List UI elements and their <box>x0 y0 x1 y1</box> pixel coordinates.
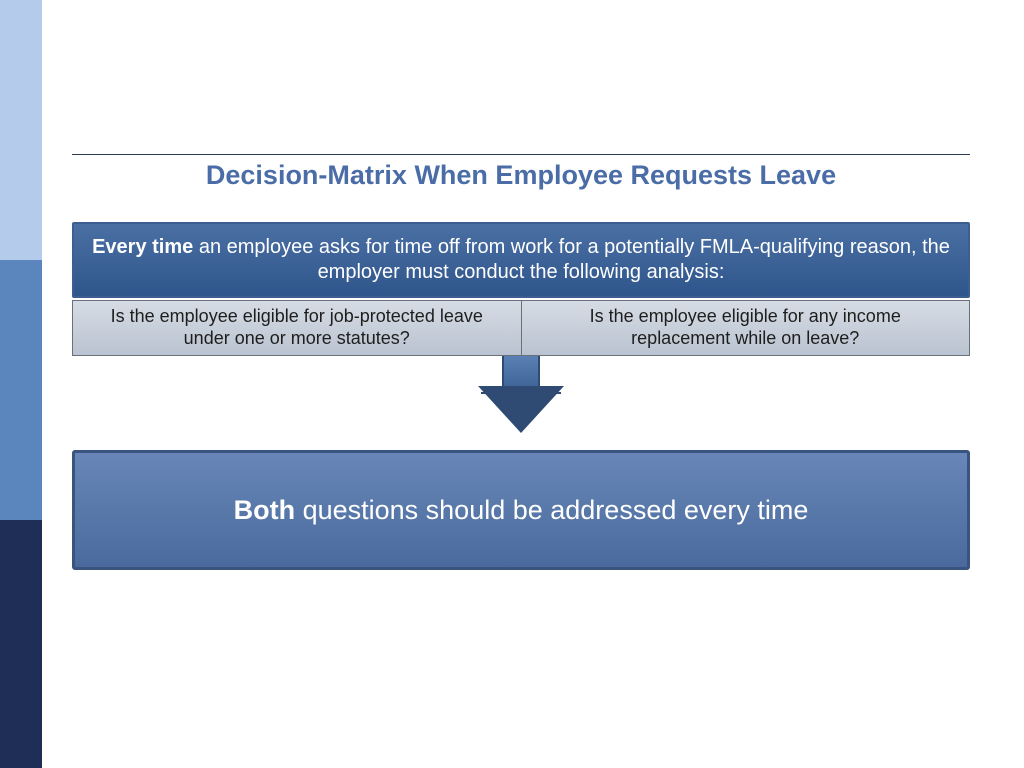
header-bold-lead: Every time <box>92 236 193 258</box>
sidebar-segment-3 <box>0 520 42 768</box>
conclusion-text: Both questions should be addressed every… <box>234 495 809 526</box>
sidebar-color-strip <box>0 0 42 768</box>
question-right: Is the employee eligible for any income … <box>522 300 971 356</box>
question-left: Is the employee eligible for job-protect… <box>72 300 522 356</box>
header-text: Every time an employee asks for time off… <box>88 235 954 285</box>
conclusion-box: Both questions should be addressed every… <box>72 450 970 570</box>
conclusion-rest: questions should be addressed every time <box>295 495 808 525</box>
sidebar-segment-2 <box>0 260 42 520</box>
title-rule <box>72 154 970 155</box>
down-arrow-icon <box>481 356 561 438</box>
header-box: Every time an employee asks for time off… <box>72 222 970 298</box>
conclusion-bold-lead: Both <box>234 495 295 525</box>
page-title: Decision-Matrix When Employee Requests L… <box>72 160 970 191</box>
question-row: Is the employee eligible for job-protect… <box>72 300 970 356</box>
sidebar-segment-1 <box>0 0 42 260</box>
arrow-head <box>481 388 561 438</box>
header-rest: an employee asks for time off from work … <box>193 236 950 283</box>
